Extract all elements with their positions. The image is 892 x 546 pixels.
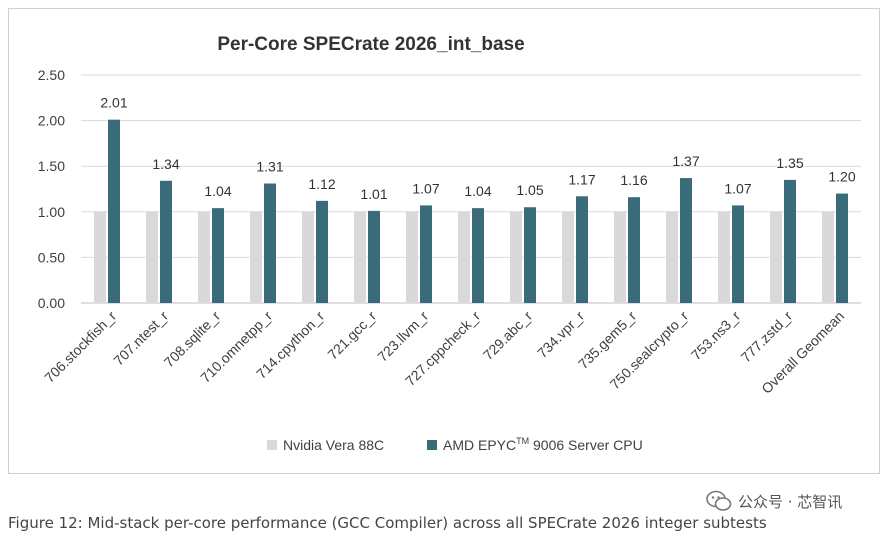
bar-nvidia-vera xyxy=(770,211,782,303)
legend-swatch-amd xyxy=(427,440,437,450)
bar-amd-epyc xyxy=(160,180,172,303)
bar-nvidia-vera xyxy=(250,211,262,303)
y-tick-label: 0.00 xyxy=(38,295,65,311)
legend-label-amd: AMD EPYCTM 9006 Server CPU xyxy=(443,436,643,453)
legend-swatch-nvidia xyxy=(267,440,277,450)
bar-chart: Per-Core SPECrate 2026_int_base 2.01 1.34… xyxy=(38,34,861,453)
y-tick-label: 1.50 xyxy=(38,158,65,174)
x-tick-label: 706.stockfish_r xyxy=(41,308,119,386)
watermark: 公众号 · 芯智讯 xyxy=(706,490,842,512)
y-tick-label: 0.50 xyxy=(38,249,65,265)
watermark-text: 公众号 · 芯智讯 xyxy=(738,492,843,511)
bar-amd-epyc xyxy=(680,178,692,303)
bar-amd-epyc xyxy=(576,196,588,303)
y-tick-label: 2.50 xyxy=(38,67,65,83)
bar-nvidia-vera xyxy=(822,211,834,303)
bar-nvidia-vera xyxy=(302,211,314,303)
data-label: 1.12 xyxy=(308,176,335,192)
x-tick-label: 753.ns3_r xyxy=(688,308,744,364)
figure-caption: Figure 12: Mid-stack per-core performanc… xyxy=(8,514,767,532)
bar-amd-epyc xyxy=(420,205,432,303)
bar-amd-epyc xyxy=(732,205,744,303)
bar-nvidia-vera xyxy=(614,211,626,303)
bar-nvidia-vera xyxy=(354,211,366,303)
chart-frame: Per-Core SPECrate 2026_int_base 2.01 1.34… xyxy=(8,8,880,474)
data-label: 1.16 xyxy=(620,172,647,188)
bar-nvidia-vera xyxy=(146,211,158,303)
data-label: 1.04 xyxy=(464,183,491,199)
bar-nvidia-vera xyxy=(562,211,574,303)
bar-amd-epyc xyxy=(264,183,276,303)
bar-amd-epyc xyxy=(628,197,640,303)
data-label: 1.01 xyxy=(360,186,387,202)
data-label: 1.07 xyxy=(724,180,751,196)
x-tick-label: 721.gcc_r xyxy=(324,308,379,363)
bar-nvidia-vera xyxy=(458,211,470,303)
data-label: 1.37 xyxy=(672,153,699,169)
bar-nvidia-vera xyxy=(666,211,678,303)
data-label: 1.04 xyxy=(204,183,231,199)
x-tick-label: 729.abc_r xyxy=(480,308,536,364)
bar-amd-epyc xyxy=(524,207,536,303)
data-label: 1.05 xyxy=(516,182,543,198)
legend-label-nvidia: Nvidia Vera 88C xyxy=(283,437,384,453)
data-label: 1.17 xyxy=(568,171,595,187)
bar-amd-epyc xyxy=(108,119,120,303)
x-tick-label: 734.vpr_r xyxy=(534,308,587,361)
bar-amd-epyc xyxy=(316,200,328,303)
bar-amd-epyc xyxy=(212,208,224,303)
bar-nvidia-vera xyxy=(198,211,210,303)
data-label: 1.31 xyxy=(256,159,283,175)
data-label: 1.07 xyxy=(412,180,439,196)
bar-amd-epyc xyxy=(472,208,484,303)
bar-amd-epyc xyxy=(836,193,848,303)
chart-title: Per-Core SPECrate 2026_int_base xyxy=(217,34,524,55)
data-label: 2.01 xyxy=(100,95,127,111)
data-label: 1.34 xyxy=(152,156,179,172)
bar-nvidia-vera xyxy=(510,211,522,303)
bar-nvidia-vera xyxy=(406,211,418,303)
y-tick-label: 2.00 xyxy=(38,113,65,129)
data-label: 1.20 xyxy=(828,169,855,185)
bar-nvidia-vera xyxy=(94,211,106,303)
bar-amd-epyc xyxy=(368,210,380,303)
bar-amd-epyc xyxy=(784,179,796,303)
wechat-icon xyxy=(706,490,732,511)
y-tick-label: 1.00 xyxy=(38,204,65,220)
data-label: 1.35 xyxy=(776,155,803,171)
bar-nvidia-vera xyxy=(718,211,730,303)
